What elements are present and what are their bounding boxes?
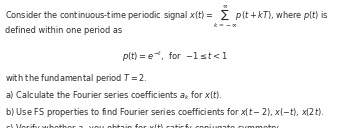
Text: with the fundamental period $T = 2$.: with the fundamental period $T = 2$. [5,72,147,85]
Text: a) Calculate the Fourier series coefficients $a_k$ for $x(t)$.: a) Calculate the Fourier series coeffici… [5,90,222,102]
Text: c) Verify whether $a_k$ you obtain for $x(t)$ satisfy conjugate symmetry.: c) Verify whether $a_k$ you obtain for $… [5,122,282,128]
Text: b) Use FS properties to find Fourier series coefficients for $x(t-2)$, $x(-t)$, : b) Use FS properties to find Fourier ser… [5,106,324,119]
Text: defined within one period as: defined within one period as [5,26,122,35]
Text: $p(t) = e^{-t}$,  for  $-1 \leq t < 1$: $p(t) = e^{-t}$, for $-1 \leq t < 1$ [122,49,228,64]
Text: Consider the continuous-time periodic signal $x(t) = \sum_{k=-\infty}^{\infty} p: Consider the continuous-time periodic si… [5,4,328,31]
